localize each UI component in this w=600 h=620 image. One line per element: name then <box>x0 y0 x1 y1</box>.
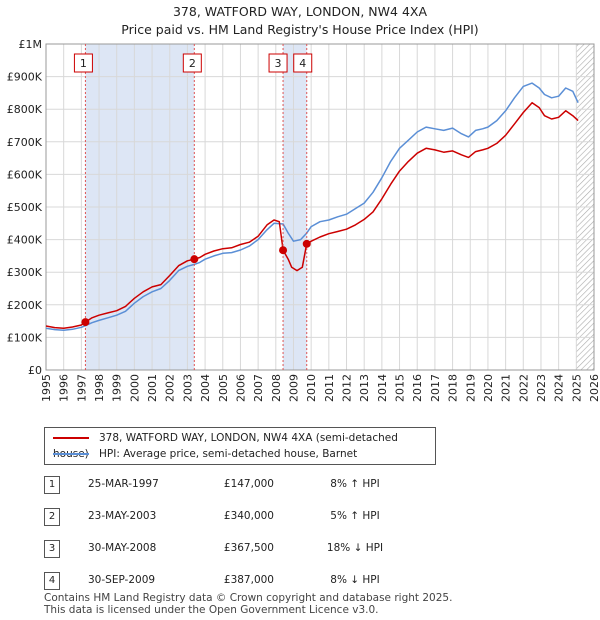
legend-label-hpi: HPI: Average price, semi-detached house,… <box>99 448 358 460</box>
x-tick-label: 2011 <box>323 374 336 402</box>
sale-marker-box <box>182 53 202 73</box>
sale-date: 30-MAY-2008 <box>88 542 157 554</box>
sale-hpi-diff: 8% ↑ HPI <box>330 478 380 490</box>
x-tick-label: 1999 <box>111 374 124 402</box>
y-tick-label: £400K <box>7 234 43 247</box>
sale-hpi-diff: 5% ↑ HPI <box>330 510 380 522</box>
sale-marker-label: 1 <box>80 57 87 70</box>
sale-number-badge: 4 <box>44 572 60 590</box>
x-tick-label: 2010 <box>305 374 318 402</box>
y-tick-label: £100K <box>7 331 43 344</box>
footer-copyright: Contains HM Land Registry data © Crown c… <box>44 592 453 604</box>
chart-legend: 378, WATFORD WAY, LONDON, NW4 4XA (semi-… <box>44 427 436 465</box>
legend-swatch-property <box>53 437 89 439</box>
x-tick-label: 2022 <box>517 374 530 402</box>
x-tick-label: 2009 <box>287 374 300 402</box>
footer-licence: This data is licensed under the Open Gov… <box>44 604 379 616</box>
x-tick-label: 2019 <box>464 374 477 402</box>
x-tick-label: 1995 <box>40 374 53 402</box>
y-tick-label: £700K <box>7 136 43 149</box>
legend-item-hpi: HPI: Average price, semi-detached house,… <box>53 446 357 462</box>
y-tick-label: £500K <box>7 201 43 214</box>
y-tick-label: £200K <box>7 299 43 312</box>
sale-marker-box <box>293 53 313 73</box>
sale-hpi-diff: 18% ↓ HPI <box>326 542 384 554</box>
sale-marker-box <box>73 53 93 73</box>
x-tick-label: 2026 <box>588 374 600 402</box>
y-tick-label: £1M <box>19 38 43 51</box>
sale-number-badge: 1 <box>44 476 60 494</box>
sale-marker-label: 3 <box>275 57 282 70</box>
x-tick-label: 2002 <box>164 374 177 402</box>
x-tick-label: 2006 <box>234 374 247 402</box>
sale-marker-box <box>268 53 288 73</box>
x-tick-label: 2021 <box>500 374 513 402</box>
sale-point <box>302 239 311 248</box>
x-tick-label: 2014 <box>376 374 389 402</box>
y-tick-label: £600K <box>7 168 43 181</box>
chart-subtitle: Price paid vs. HM Land Registry's House … <box>121 22 479 37</box>
x-tick-label: 2016 <box>411 374 424 402</box>
sale-date: 25-MAR-1997 <box>88 478 159 490</box>
hpi-series-line <box>45 82 579 331</box>
plot-area-border <box>45 43 595 371</box>
x-tick-label: 2005 <box>217 374 230 402</box>
x-tick-label: 2004 <box>199 374 212 402</box>
x-tick-label: 2024 <box>553 374 566 402</box>
x-tick-label: 2008 <box>270 374 283 402</box>
x-tick-label: 2023 <box>535 374 548 402</box>
x-tick-label: 2018 <box>447 374 460 402</box>
legend-item-property: 378, WATFORD WAY, LONDON, NW4 4XA (semi-… <box>53 430 435 460</box>
sale-point <box>279 246 288 255</box>
sale-price: £387,000 <box>223 574 274 586</box>
property-series-line <box>45 101 579 330</box>
x-tick-label: 2013 <box>358 374 371 402</box>
x-tick-label: 2007 <box>252 374 265 402</box>
y-tick-label: £0 <box>28 364 42 377</box>
x-tick-label: 1996 <box>58 374 71 402</box>
x-tick-label: 1998 <box>93 374 106 402</box>
y-tick-label: £300K <box>7 266 43 279</box>
sale-price: £147,000 <box>223 478 274 490</box>
sale-number-badge: 2 <box>44 508 60 526</box>
y-tick-label: £900K <box>7 71 43 84</box>
sale-date: 30-SEP-2009 <box>88 574 156 586</box>
sale-marker-label: 4 <box>299 57 306 70</box>
x-tick-label: 2015 <box>394 374 407 402</box>
y-tick-label: £800K <box>7 103 43 116</box>
x-tick-label: 2025 <box>570 374 583 402</box>
sale-marker-label: 2 <box>189 57 196 70</box>
x-tick-label: 2020 <box>482 374 495 402</box>
sale-date: 23-MAY-2003 <box>88 510 157 522</box>
legend-swatch-hpi <box>53 453 89 455</box>
sale-point <box>190 255 199 264</box>
sale-number-badge: 3 <box>44 540 60 558</box>
x-tick-label: 1997 <box>75 374 88 402</box>
sale-price: £340,000 <box>223 510 274 522</box>
x-tick-label: 2012 <box>341 374 354 402</box>
x-tick-label: 2017 <box>429 374 442 402</box>
sale-point <box>81 318 90 327</box>
sale-hpi-diff: 8% ↓ HPI <box>330 574 380 586</box>
chart-title: 378, WATFORD WAY, LONDON, NW4 4XA <box>172 4 428 19</box>
x-tick-label: 2001 <box>146 374 159 402</box>
price-chart: £0 £100K £200K £300K £400K £500K £600K £700K £80… <box>7 38 600 402</box>
sale-price: £367,500 <box>223 542 274 554</box>
x-tick-label: 2000 <box>128 374 141 402</box>
x-tick-label: 2003 <box>181 374 194 402</box>
